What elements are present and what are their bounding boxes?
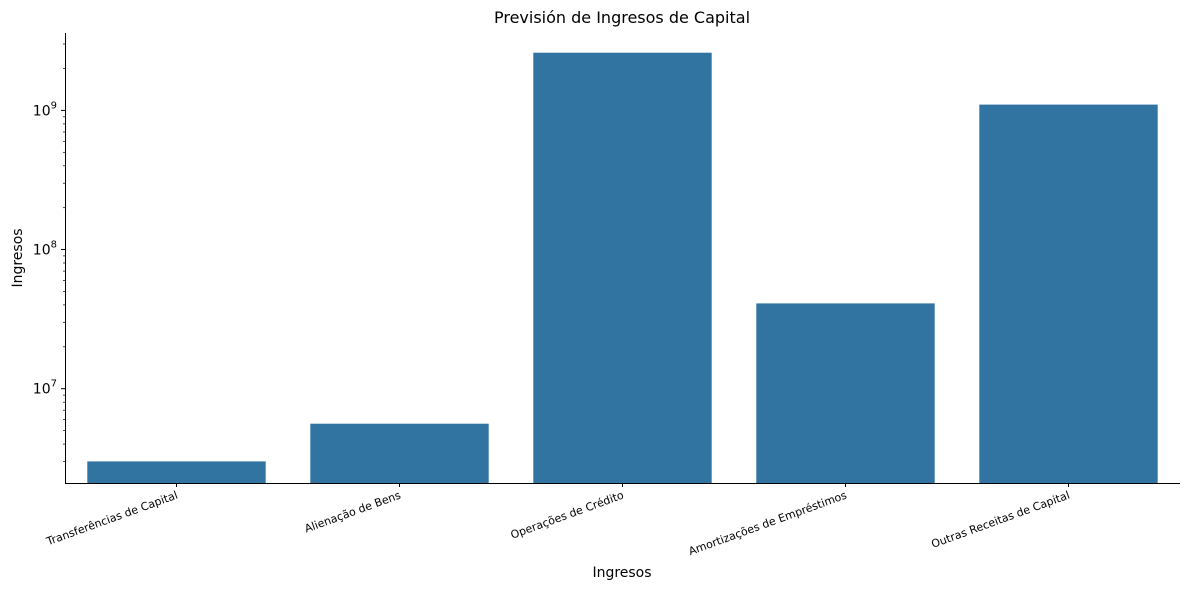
- y-axis-label: Ingresos: [10, 228, 26, 287]
- x-tick-label-3: Amortizações de Empréstimos: [687, 489, 849, 559]
- y-axis-ticks: 107 108 109: [33, 43, 65, 462]
- x-axis-ticks: Transferências de Capital Alienação de Be…: [44, 483, 1072, 558]
- x-tick-label-0: Transferências de Capital: [44, 489, 180, 549]
- x-axis-label: Ingresos: [592, 565, 651, 581]
- bars-group: [87, 52, 1158, 483]
- bar-3: [756, 303, 935, 483]
- x-tick-label-2: Operações de Crédito: [509, 489, 626, 542]
- bar-1: [310, 423, 489, 483]
- chart-title: Previsión de Ingresos de Capital: [494, 8, 750, 27]
- y-tick-label-1: 108: [33, 240, 57, 259]
- x-tick-label-4: Outras Receitas de Capital: [930, 489, 1072, 551]
- bar-4: [979, 104, 1158, 483]
- y-tick-label-0: 107: [33, 379, 57, 398]
- y-tick-label-2: 109: [33, 100, 57, 119]
- bar-0: [87, 461, 266, 483]
- x-tick-label-1: Alienação de Bens: [303, 489, 403, 536]
- bar-2: [533, 52, 712, 483]
